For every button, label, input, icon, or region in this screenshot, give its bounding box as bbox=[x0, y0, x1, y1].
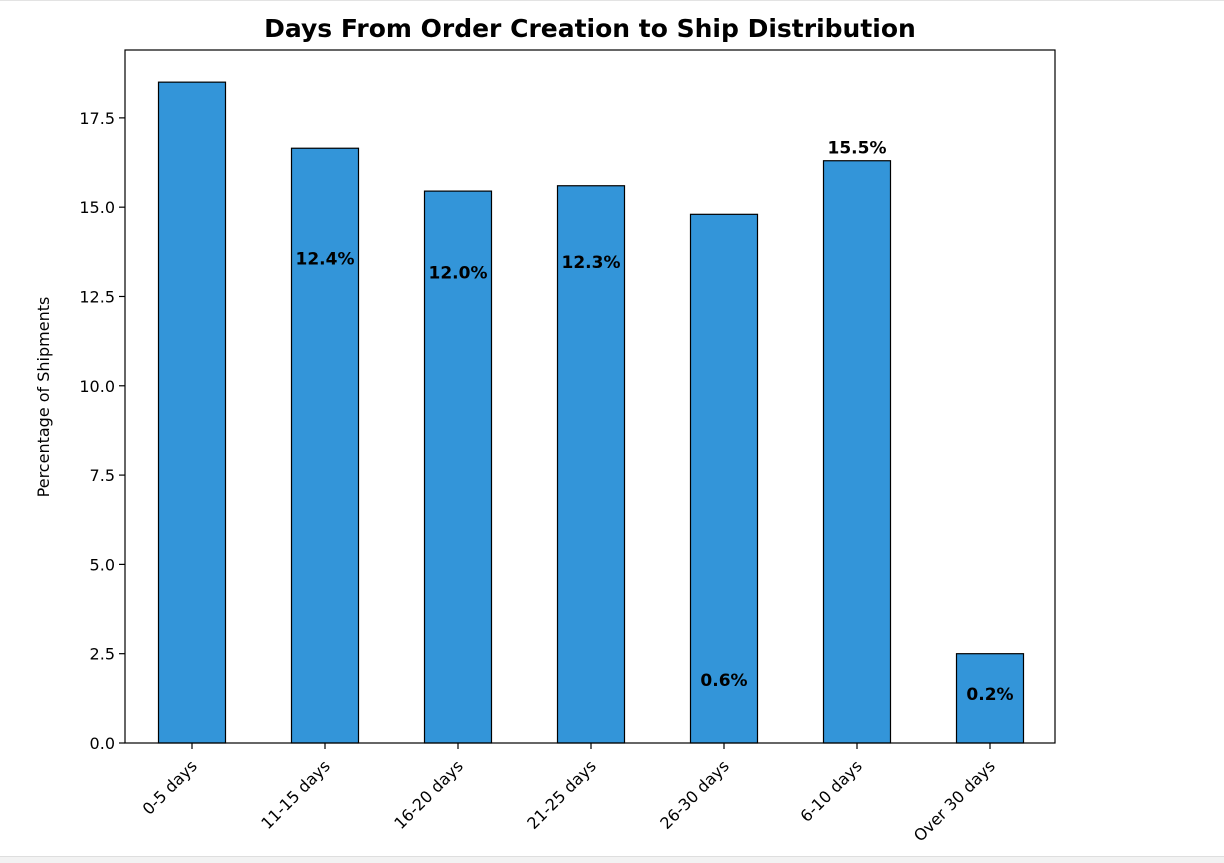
data-label-6-10-days: 15.5% bbox=[828, 139, 887, 159]
bars-layer bbox=[157, 81, 1025, 744]
bar-over-30-days bbox=[955, 653, 1025, 744]
plot-frame bbox=[124, 49, 1056, 744]
page-bottom-strip bbox=[0, 856, 1224, 863]
bar-6-10-days bbox=[822, 160, 892, 744]
y-tick-label: 10.0 bbox=[79, 377, 115, 396]
x-tick-label-11-15-days: 11-15 days bbox=[257, 756, 334, 833]
data-labels-layer: 12.4% 12.0% 12.3% 0.6% 15.5% 0.2% bbox=[296, 139, 1014, 706]
y-tick-label: 7.5 bbox=[90, 466, 115, 485]
bar-21-25-days bbox=[556, 185, 626, 744]
chart-title: Days From Order Creation to Ship Distrib… bbox=[264, 14, 916, 43]
data-label-over-30-days: 0.2% bbox=[966, 685, 1013, 705]
y-tick-label: 5.0 bbox=[90, 555, 115, 574]
bar-26-30-days bbox=[689, 213, 759, 744]
y-tick-label: 12.5 bbox=[79, 287, 115, 306]
x-tick-label-0-5-days: 0-5 days bbox=[139, 756, 201, 818]
bar-16-20-days bbox=[423, 190, 493, 744]
x-tick-label-21-25-days: 21-25 days bbox=[523, 756, 600, 833]
x-tick-label-6-10-days: 6-10 days bbox=[796, 756, 865, 825]
data-label-11-15-days: 12.4% bbox=[296, 249, 355, 269]
y-axis: 0.0 2.5 5.0 7.5 10.0 12.5 15.0 17.5 bbox=[79, 109, 125, 753]
x-axis: 0-5 days 11-15 days 16-20 days 21-25 days 26… bbox=[139, 743, 999, 845]
x-tick-label-26-30-days: 26-30 days bbox=[656, 756, 733, 833]
x-tick-label-16-20-days: 16-20 days bbox=[390, 756, 467, 833]
x-tick-label-over-30-days: Over 30 days bbox=[910, 756, 999, 845]
y-axis-title: Percentage of Shipments bbox=[34, 297, 53, 498]
y-tick-label: 0.0 bbox=[90, 734, 115, 753]
data-label-16-20-days: 12.0% bbox=[429, 264, 488, 284]
page-top-border bbox=[0, 0, 1224, 1]
y-tick-label: 15.0 bbox=[79, 198, 115, 217]
bar-11-15-days bbox=[290, 147, 360, 744]
data-label-21-25-days: 12.3% bbox=[562, 253, 621, 273]
y-tick-label: 17.5 bbox=[79, 109, 115, 128]
data-label-26-30-days: 0.6% bbox=[700, 671, 747, 691]
bar-0-5-days bbox=[157, 81, 227, 744]
y-tick-label: 2.5 bbox=[90, 645, 115, 664]
